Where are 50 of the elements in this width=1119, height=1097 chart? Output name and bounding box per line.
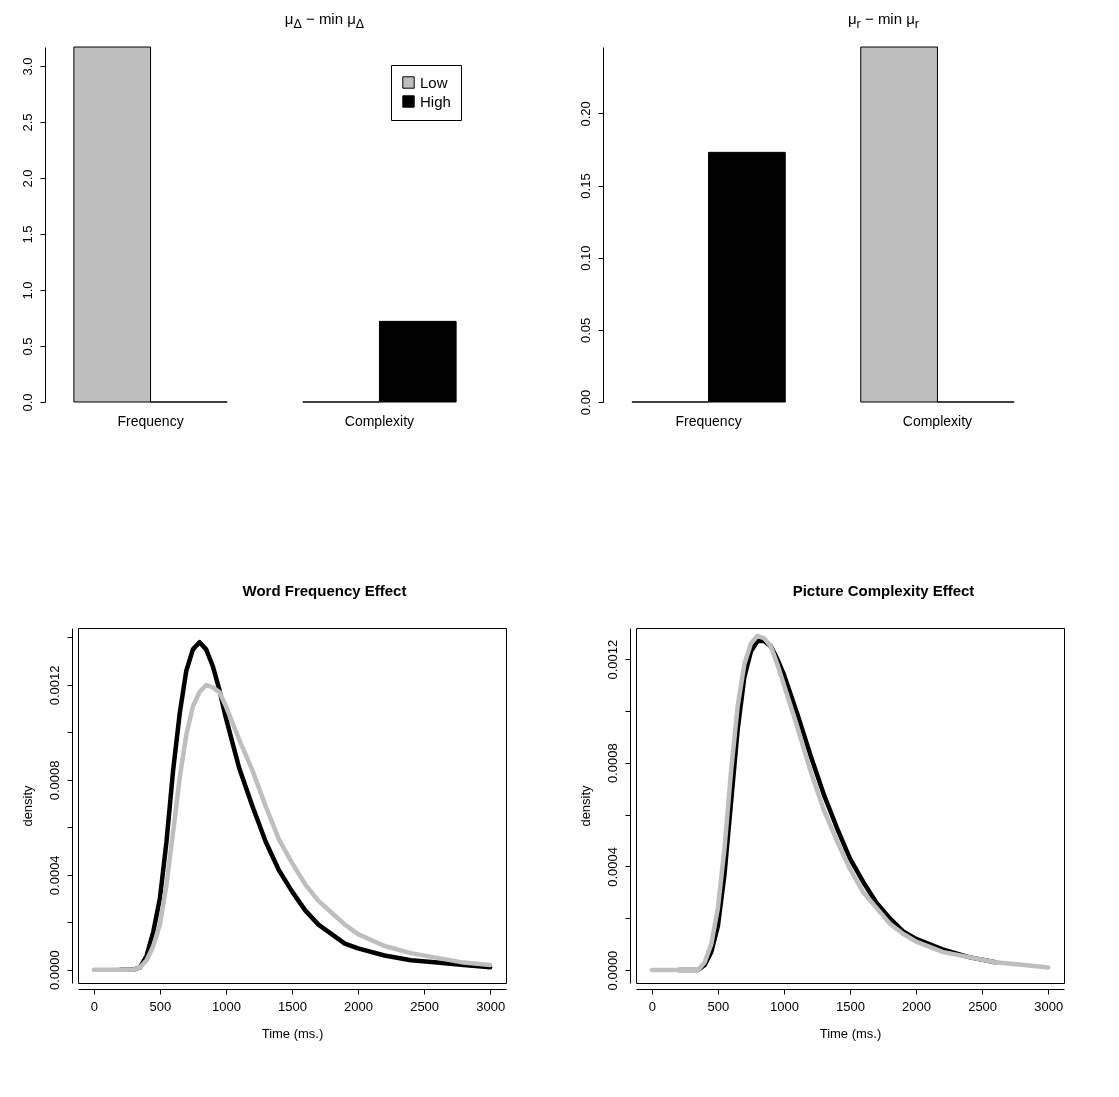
x-tick-label: 1500: [836, 998, 865, 1014]
y-tick-label: 0.0008: [46, 760, 62, 801]
y-tick-label: 0.0004: [46, 855, 62, 896]
x-tick-label: 1500: [278, 998, 307, 1014]
x-tick-label: 2500: [410, 998, 440, 1014]
line-series: [649, 633, 1051, 973]
y-tick-label: 0.10: [577, 245, 593, 271]
x-tick-label: Frequency: [117, 412, 184, 429]
y-axis-title: density: [19, 784, 35, 827]
y-tick-label: 0.20: [577, 101, 593, 127]
y-axis-title: density: [577, 784, 593, 827]
x-tick-label: 3000: [1034, 998, 1064, 1014]
y-tick-label: 0.0000: [604, 950, 620, 991]
legend-label: High: [420, 92, 451, 110]
y-tick-label: 3.0: [19, 57, 35, 76]
chart-title: Word Frequency Effect: [241, 582, 408, 601]
x-axis-title: Time (ms.): [819, 1025, 882, 1041]
y-tick-label: 2.5: [19, 113, 35, 132]
x-tick-label: 0: [648, 998, 656, 1014]
chart-title: μ$_{r}$ − min μ$_{r}$: [846, 10, 921, 32]
y-tick-label: 0.0012: [46, 665, 62, 706]
x-tick-label: 500: [707, 998, 730, 1014]
x-tick-label: 2000: [344, 998, 374, 1014]
x-tick-label: 1000: [769, 998, 799, 1014]
y-tick-label: 0.0: [19, 393, 35, 412]
chart-title: μ$_{Δ}$ − min μ$_{Δ}$: [283, 10, 366, 32]
x-tick-label: 0: [90, 998, 98, 1014]
y-tick-label: 0.0008: [604, 743, 620, 784]
x-tick-label: 2000: [902, 998, 932, 1014]
y-tick-label: 2.0: [19, 169, 35, 188]
y-tick-label: 0.05: [577, 317, 593, 343]
y-tick-label: 0.5: [19, 337, 35, 356]
x-axis-title: Time (ms.): [261, 1025, 324, 1041]
x-tick-label: 3000: [476, 998, 506, 1014]
x-tick-label: 500: [149, 998, 172, 1014]
chart-title: Picture Complexity Effect: [791, 582, 976, 601]
y-tick-label: 0.15: [577, 173, 593, 199]
y-tick-label: 1.0: [19, 281, 35, 300]
x-tick-label: 1000: [211, 998, 241, 1014]
y-tick-label: 0.0000: [46, 950, 62, 991]
x-tick-label: Complexity: [902, 412, 973, 429]
y-tick-label: 0.00: [577, 389, 593, 416]
x-tick-label: Frequency: [675, 412, 742, 429]
line-series: [91, 682, 493, 972]
x-tick-label: 2500: [968, 998, 998, 1014]
x-tick-label: Complexity: [344, 412, 415, 429]
y-tick-label: 1.5: [19, 225, 35, 244]
y-tick-label: 0.0004: [604, 847, 620, 887]
y-tick-label: 0.0012: [604, 639, 620, 680]
legend-label: Low: [420, 73, 448, 91]
